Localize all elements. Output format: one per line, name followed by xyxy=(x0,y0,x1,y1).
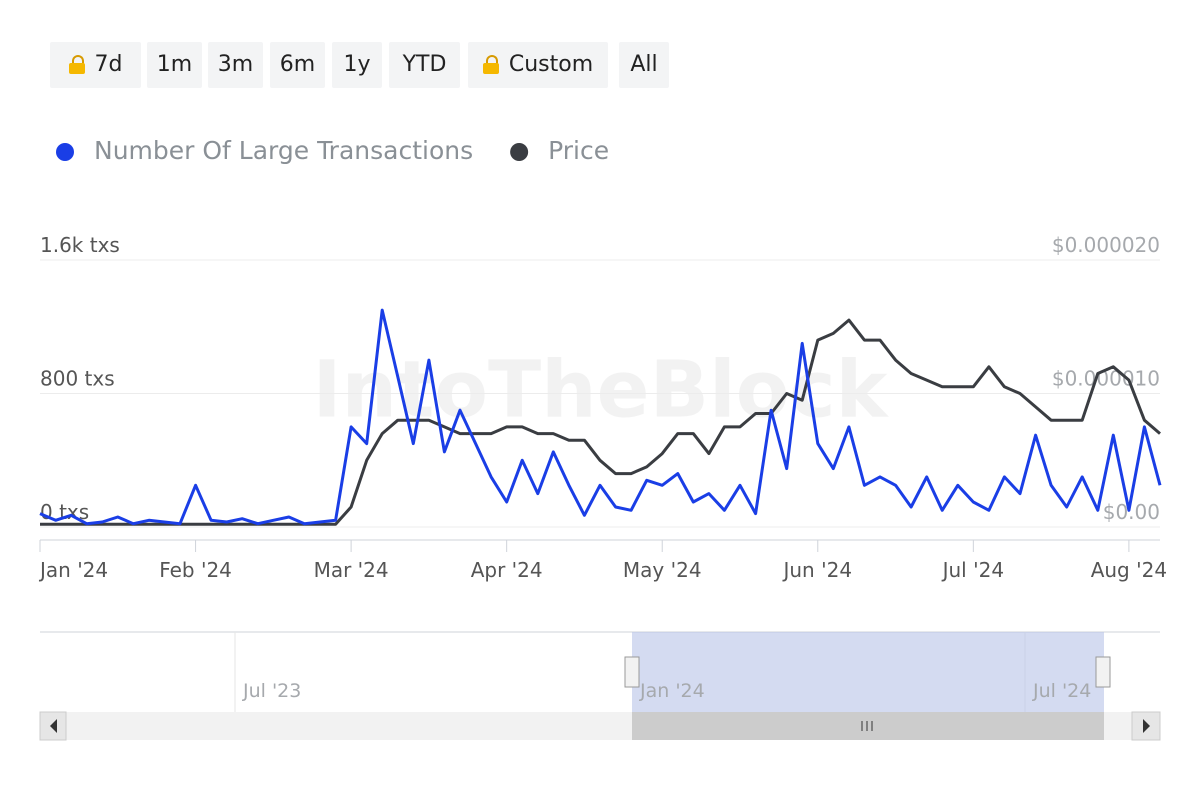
arrow-left xyxy=(50,719,57,733)
range-button[interactable]: 6m xyxy=(270,42,325,88)
navigator: Jul '23 Jan '24 Jul '24 xyxy=(39,631,1161,741)
range-button[interactable]: Custom xyxy=(468,42,608,88)
legend-marker xyxy=(56,143,74,161)
legend-item[interactable]: Number Of Large Transactions xyxy=(56,136,473,165)
range-label: 3m xyxy=(217,52,254,77)
navigator-selection[interactable] xyxy=(632,632,1104,712)
legend-item[interactable]: Price xyxy=(510,136,609,165)
scroll-right[interactable] xyxy=(1131,711,1161,741)
x-tick-label: Jan '24 xyxy=(38,558,108,582)
range-label: 1y xyxy=(343,52,371,77)
navigator-label: Jul '23 xyxy=(242,680,301,702)
range-label: 6m xyxy=(279,52,316,77)
scroll-left[interactable] xyxy=(39,711,67,741)
y-tick-label: 0 txs xyxy=(40,500,89,524)
range-button[interactable]: YTD xyxy=(389,42,460,88)
scrollbar-grip xyxy=(861,721,873,731)
watermark: IntoTheBlock xyxy=(313,345,890,435)
range-label: Custom xyxy=(508,52,594,77)
x-tick-label: Feb '24 xyxy=(159,558,232,582)
scrollbar-track[interactable] xyxy=(40,712,1160,740)
navigator-bg xyxy=(40,632,1160,712)
x-tick-label: May '24 xyxy=(623,558,702,582)
range-label: All xyxy=(630,52,658,77)
y-tick-label: 800 txs xyxy=(40,367,115,391)
arrow-right xyxy=(1143,719,1150,733)
navigator-handle[interactable] xyxy=(624,656,640,688)
range-button[interactable]: 1m xyxy=(147,42,202,88)
y2-tick-label: $0.000010 xyxy=(1052,367,1160,391)
range-button[interactable]: 1y xyxy=(332,42,382,88)
range-button[interactable]: 3m xyxy=(208,42,263,88)
y2-tick-label: $0.00 xyxy=(1103,500,1160,524)
range-label: 7d xyxy=(94,52,123,77)
navigator-label: Jan '24 xyxy=(639,680,705,702)
x-tick-label: Apr '24 xyxy=(471,558,543,582)
scrollbar-thumb[interactable] xyxy=(632,712,1104,740)
legend-label: Number Of Large Transactions xyxy=(94,136,473,165)
y-tick-label: 1.6k txs xyxy=(40,233,120,257)
range-button[interactable]: 7d xyxy=(50,42,141,88)
series-line xyxy=(39,308,1162,526)
y2-tick-label: $0.000020 xyxy=(1052,233,1160,257)
legend-marker xyxy=(510,143,529,161)
series-line xyxy=(40,318,1161,526)
navigator-handle[interactable] xyxy=(1095,656,1111,688)
legend-label: Price xyxy=(548,136,609,165)
x-tick-label: Jun '24 xyxy=(781,558,852,582)
navigator-label: Jul '24 xyxy=(1032,680,1091,702)
range-button[interactable]: All xyxy=(619,42,669,88)
x-tick-label: Mar '24 xyxy=(314,558,389,582)
x-tick-label: Jul '24 xyxy=(941,558,1004,582)
x-tick-label: Aug '24 xyxy=(1091,558,1167,582)
lock-icon xyxy=(482,55,499,74)
range-label: YTD xyxy=(402,52,447,77)
range-label: 1m xyxy=(156,52,193,77)
lock-icon xyxy=(68,55,85,74)
